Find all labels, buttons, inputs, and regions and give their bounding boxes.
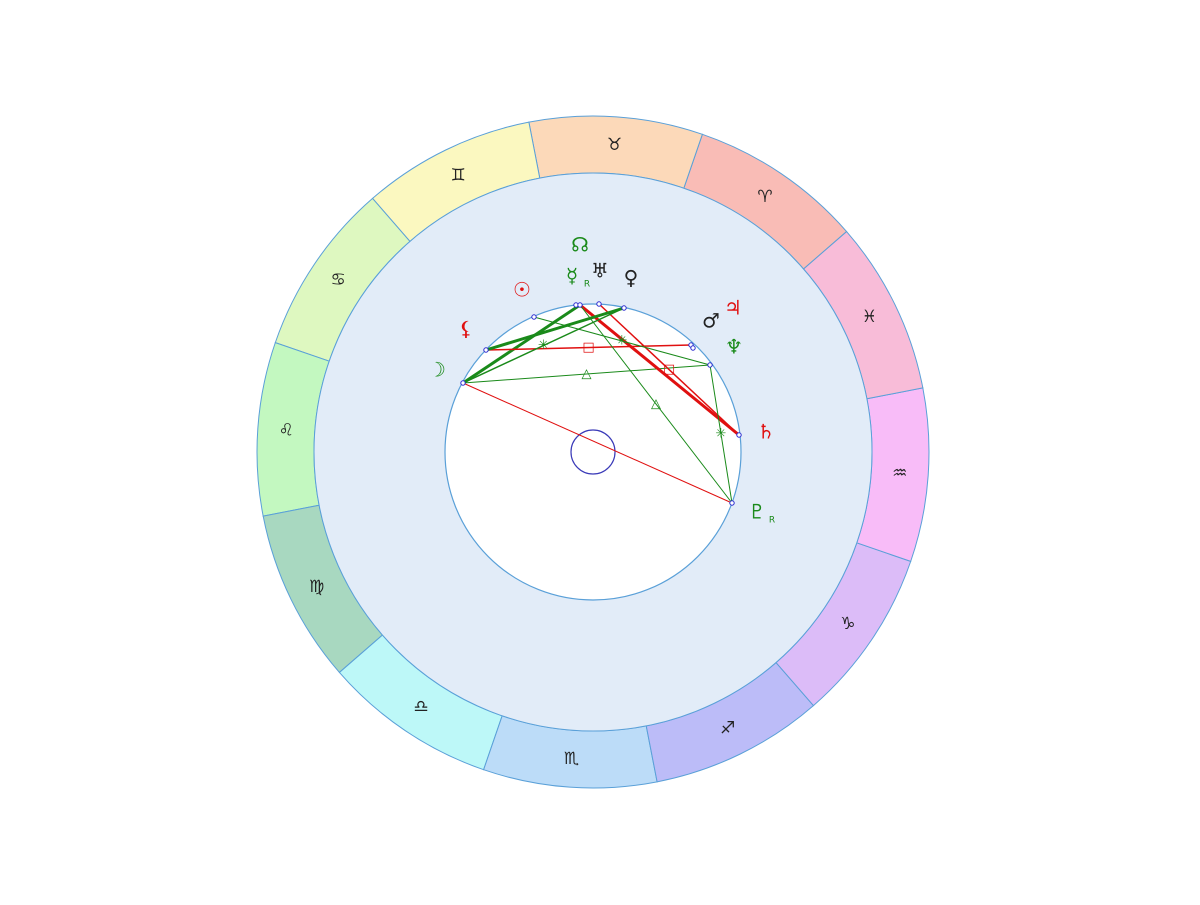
zodiac-sign: ♒	[892, 463, 907, 483]
retrograde-mark: R	[769, 516, 775, 526]
aspect-line	[485, 344, 692, 351]
planet-glyph: ♆	[725, 335, 743, 359]
planet-point	[690, 345, 696, 351]
planet-glyph: ☊	[571, 233, 589, 257]
aspect-symbol: □	[582, 340, 594, 355]
zodiac-sign: ♈	[757, 187, 772, 207]
aspect-line	[462, 303, 581, 385]
center-circle	[570, 429, 616, 475]
zodiac-sign: ♊	[451, 166, 466, 186]
aspect-symbol: ✳	[538, 338, 549, 353]
aspect-line	[462, 364, 711, 384]
zodiac-sign: ♑	[840, 614, 855, 634]
planet-glyph: ☽	[428, 358, 446, 382]
planet-point	[736, 432, 742, 438]
planet-point	[621, 305, 627, 311]
aspect-symbol: △	[582, 367, 592, 382]
planet-glyph: ♇	[748, 500, 766, 524]
aspect-line	[598, 303, 740, 436]
retrograde-mark: R	[584, 280, 590, 290]
aspect-line	[709, 364, 733, 504]
aspect-line	[462, 307, 625, 384]
aspect-symbol: □	[663, 362, 675, 377]
planet-point	[577, 302, 583, 308]
planet-glyph: ⚸	[459, 317, 474, 341]
zodiac-ring: ♈ ♉ ♊ ♋ ♌ ♍ ♎ ♏ ♐ ♑ ♒ ♓	[256, 115, 930, 789]
planet-point	[729, 500, 735, 506]
aspect-line	[485, 306, 625, 352]
aspect-symbol: ✳	[716, 427, 727, 442]
zodiac-sign: ♌	[279, 421, 294, 441]
planet-glyph: ☉	[513, 278, 531, 302]
zodiac-sign: ♓	[862, 307, 877, 327]
planet-point	[596, 301, 602, 307]
planet-point	[531, 314, 537, 320]
aspect-line	[533, 316, 711, 366]
aspect-symbol: △	[651, 397, 661, 412]
zodiac-sign: ♎	[413, 697, 428, 717]
planet-point	[707, 362, 713, 368]
aspect-line	[579, 303, 740, 437]
planet-glyph: ♄	[757, 420, 775, 444]
zodiac-sign: ♍	[309, 577, 324, 597]
zodiac-sign: ♐	[720, 718, 735, 738]
planet-glyph: ♀	[624, 266, 639, 290]
zodiac-sign: ♋	[330, 270, 345, 290]
planet-glyph: ♃	[724, 296, 742, 320]
planet-glyph: ♂	[702, 309, 720, 333]
planet-glyph: ♅	[591, 259, 609, 283]
zodiac-sign: ♉	[607, 135, 622, 155]
planet-glyph: ☿	[566, 264, 578, 288]
zodiac-sign: ♏	[564, 749, 579, 769]
aspect-lines: △ □ △ □ ✳ ✳ ✳	[462, 303, 740, 504]
planets: ☽⚸☉☊☿ R♅ ♀♂♃♆♄♇ R	[428, 233, 775, 526]
planet-point	[483, 347, 489, 353]
aspect-line	[579, 304, 733, 504]
aspect-line	[462, 382, 733, 504]
aspect-symbol: ✳	[617, 334, 628, 349]
planet-point	[460, 380, 466, 386]
